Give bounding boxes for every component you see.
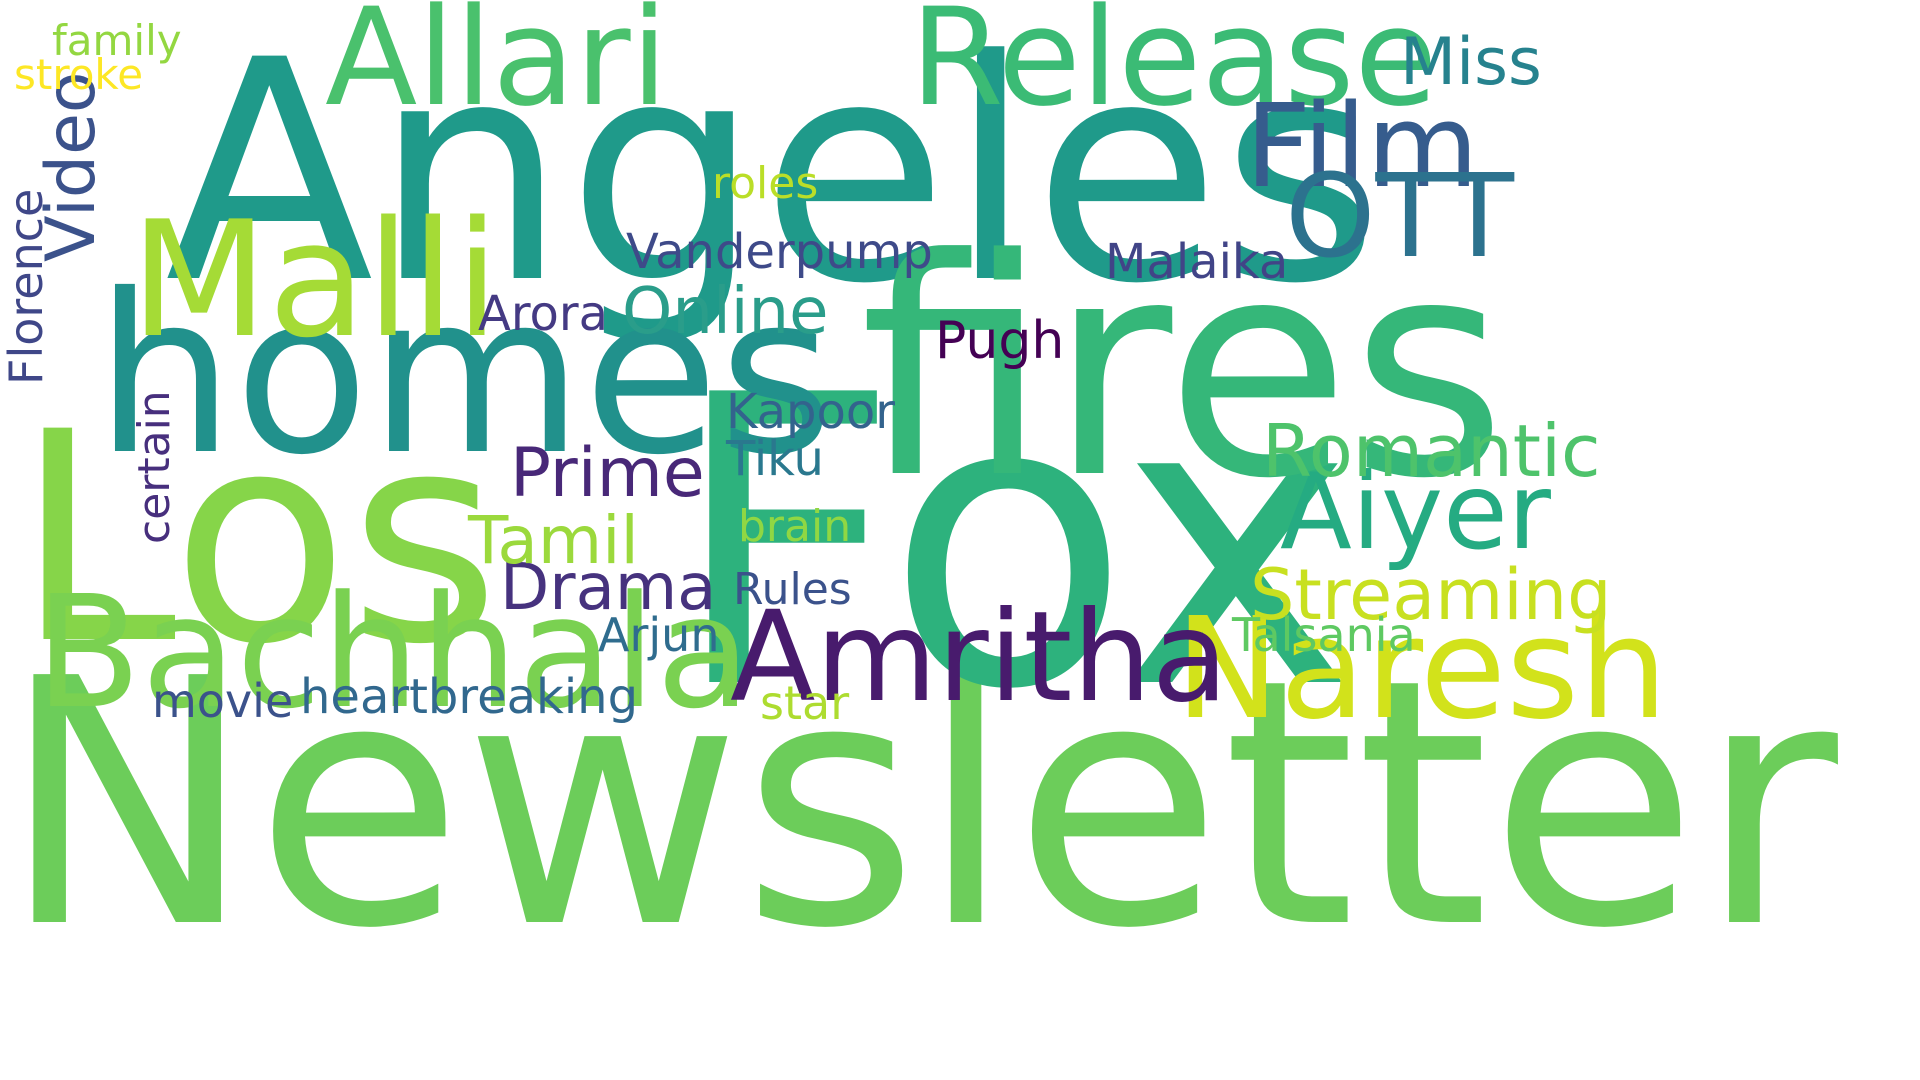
word-romantic: Romantic <box>1262 409 1601 493</box>
word-los: Los <box>15 371 500 708</box>
word-certain: certain <box>129 390 180 544</box>
word-star: star <box>760 676 850 730</box>
word-family: family <box>52 16 182 65</box>
word-heartbreaking: heartbreaking <box>300 669 639 725</box>
word-ott: OTT <box>1285 150 1514 284</box>
word-movie: movie <box>152 674 294 728</box>
word-roles: roles <box>712 158 819 209</box>
word-malaika: Malaika <box>1105 234 1289 290</box>
word-drama: Drama <box>500 551 717 625</box>
word-prime: Prime <box>510 434 705 513</box>
word-release: Release <box>910 0 1438 136</box>
word-streaming: Streaming <box>1250 554 1612 636</box>
word-miss: Miss <box>1400 25 1542 100</box>
word-aiyer: Aiyer <box>1280 451 1551 573</box>
word-pugh: Pugh <box>935 311 1065 371</box>
word-fires: fires <box>860 195 1507 544</box>
word-talsania: Talsania <box>1232 608 1416 662</box>
word-bachhala: Bachhala <box>35 562 752 743</box>
word-allari: Allari <box>325 0 669 136</box>
word-tiku: Tiku <box>726 431 824 487</box>
word-homes: homes <box>95 247 834 503</box>
word-amritha: Amritha <box>730 585 1229 730</box>
word-naresh: Naresh <box>1175 588 1668 751</box>
word-arjun: Arjun <box>598 608 720 662</box>
word-film: Film <box>1245 80 1479 214</box>
word-malli: Malli <box>130 186 500 373</box>
word-newsletter: Newsletter <box>0 607 1838 1003</box>
word-tamil: Tamil <box>468 502 639 579</box>
word-florence: Florence <box>0 188 53 385</box>
word-kapoor: Kapoor <box>726 384 895 440</box>
word-vanderpump: Vanderpump <box>626 224 933 280</box>
word-arora: Arora <box>478 286 609 342</box>
word-online: Online <box>622 275 829 349</box>
word-angeles: Angeles <box>165 0 1380 350</box>
word-fox: Fox <box>670 312 1355 777</box>
word-stroke: stroke <box>14 50 144 99</box>
word-brain: brain <box>738 501 852 552</box>
word-rules: Rules <box>733 564 852 615</box>
